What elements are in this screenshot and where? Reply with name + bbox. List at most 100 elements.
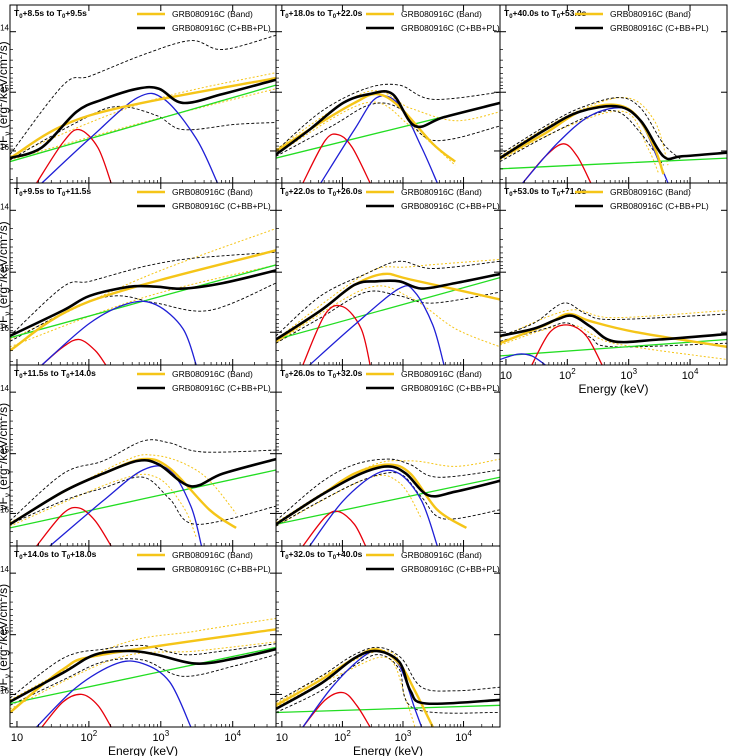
x-axis-label: Energy (keV) [578, 382, 648, 396]
tick-exponent: 4 [467, 729, 472, 738]
title-part: 0 [285, 192, 289, 198]
y-axis-label-part: 2 [0, 644, 4, 649]
blackbody-line [500, 353, 546, 365]
band-lower-bound-line [10, 473, 197, 538]
cutoff-line [302, 510, 367, 546]
legend-band-label: GRB080916C (Band) [172, 369, 253, 379]
title-part: 0 [285, 555, 289, 561]
title-part: +40.0s [336, 549, 363, 559]
tick-exponent: -15 [0, 627, 10, 636]
cbbpl-upper-bound-line [276, 646, 500, 703]
title-part: +22.0s to T [289, 186, 334, 196]
tick-base: 10 [11, 732, 23, 744]
y-axis-label-part: ν [3, 493, 12, 497]
blackbody-line [309, 469, 438, 546]
band-lower-bound-line [10, 88, 276, 161]
title-part: 0 [333, 192, 337, 198]
y-tick-label: 10-16 [0, 143, 10, 158]
y-axis-label-part: ν [3, 674, 12, 678]
plot-area [10, 617, 276, 727]
band-model-line [276, 647, 434, 727]
x-axis-label: Energy (keV) [353, 744, 423, 756]
tick-base: 10 [455, 732, 467, 744]
cbbpl-lower-bound-line [276, 290, 500, 344]
tick-exponent: -14 [0, 24, 10, 33]
cbbpl-lower-bound-line [10, 654, 276, 706]
y-axis-label-part: 2 [0, 102, 4, 107]
band-upper-bound-line [10, 72, 276, 157]
tick-exponent: 3 [633, 367, 638, 376]
panel-5: T0+22.0s to T0+26.0s GRB080916C (Band)GRB… [275, 182, 501, 366]
panel-title: T0+11.5s to T0+14.0s [14, 368, 96, 380]
title-part: +11.5s to T [23, 368, 68, 378]
title-part: +53.0s [560, 8, 587, 18]
legend-cbbpl-label: GRB080916C (C+BB+PL) [172, 383, 271, 393]
cutoff-line [302, 691, 371, 727]
y-axis-label-part: /keV/cm [0, 239, 10, 282]
cbbpl-model-line [276, 272, 500, 341]
x-tick-label: 102 [559, 367, 576, 382]
cbbpl-lower-bound-line [10, 105, 276, 161]
tick-exponent: 3 [165, 729, 170, 738]
panel-9: T0+14.0s to T0+18.0s GRB080916C (Band)GRB… [0, 545, 277, 756]
plot-area [276, 258, 500, 365]
cbbpl-upper-bound-line [500, 97, 682, 161]
tick-exponent: -14 [0, 565, 10, 574]
tick-exponent: -15 [0, 446, 10, 455]
panel-6: T0+53.0s to T0+71.0s GRB080916C (Band)GRB… [499, 182, 728, 396]
legend-band-label: GRB080916C (Band) [610, 187, 691, 197]
legend-cbbpl-label: GRB080916C (C+BB+PL) [401, 23, 500, 33]
y-axis-label-part: 2 [0, 597, 4, 602]
panel-title: T0+53.0s to T0+71.0s [504, 186, 587, 198]
y-axis-label-part: 2 [0, 234, 4, 239]
legend-cbbpl-label: GRB080916C (C+BB+PL) [172, 201, 271, 211]
title-part: 0 [19, 192, 23, 198]
plot-area [276, 646, 500, 727]
cutoff-line [522, 143, 592, 183]
x-tick-label: 102 [334, 729, 351, 744]
powerlaw-line [500, 157, 727, 170]
cbbpl-model-line [276, 465, 500, 526]
title-part: +14.0s [70, 368, 97, 378]
tick-exponent: 3 [407, 729, 412, 738]
panel-title: T0+14.0s to T0+18.0s [14, 549, 97, 561]
panel-1: T0+8.5s to T0+9.5s GRB080916C (Band)GRB08… [0, 4, 277, 184]
plot-area [276, 83, 500, 183]
cbbpl-upper-bound-line [276, 83, 500, 152]
x-tick-label: 104 [455, 729, 472, 744]
x-tick-label: 104 [682, 367, 699, 382]
title-part: +9.5s [65, 8, 87, 18]
y-tick-label: 10-15 [0, 264, 10, 279]
title-part: +40.0s to T [513, 8, 558, 18]
blackbody-line [302, 650, 423, 727]
x-tick-label: 103 [152, 729, 169, 744]
tick-base: 10 [152, 732, 164, 744]
y-axis-label-part: νF [0, 136, 10, 149]
tick-base: 10 [334, 732, 346, 744]
y-axis-label-part: 2 [0, 416, 4, 421]
powerlaw-line [10, 469, 276, 529]
cbbpl-lower-bound-line [276, 102, 500, 157]
tick-exponent: -15 [0, 84, 10, 93]
legend-cbbpl-label: GRB080916C (C+BB+PL) [172, 564, 271, 574]
y-axis-label-part: (erg [0, 107, 10, 132]
title-part: 0 [557, 14, 561, 20]
cbbpl-model-line [276, 649, 500, 711]
title-part: 0 [19, 374, 23, 380]
title-part: 0 [509, 192, 513, 198]
tick-exponent: 4 [694, 367, 699, 376]
y-axis-label-part: νF [0, 316, 10, 329]
y-axis-label-part: /s) [0, 221, 10, 234]
panel-7: T0+11.5s to T0+14.0s GRB080916C (Band)GRB… [0, 364, 277, 547]
title-part: T [280, 549, 286, 559]
legend-band-label: GRB080916C (Band) [172, 187, 253, 197]
x-tick-label: 103 [620, 367, 637, 382]
title-part: T [14, 549, 20, 559]
y-axis-label-part: 2 [0, 54, 4, 59]
y-axis-label-part: /s) [0, 403, 10, 416]
tick-exponent: -16 [0, 686, 10, 695]
tick-base: 10 [224, 732, 236, 744]
cutoff-line [41, 338, 107, 365]
plot-area [10, 228, 276, 365]
tick-base: 10 [620, 370, 632, 382]
